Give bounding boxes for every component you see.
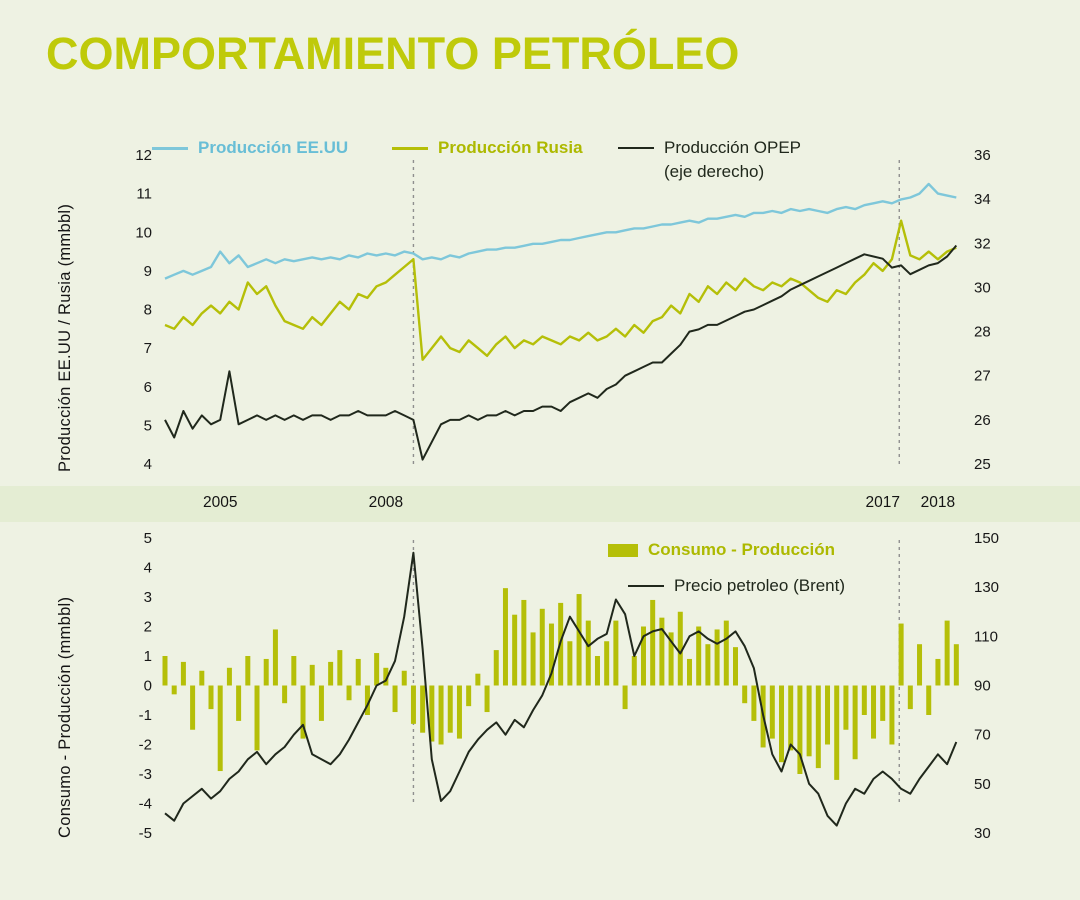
legend-label-consumo: Consumo - Producción xyxy=(648,540,835,559)
svg-text:4: 4 xyxy=(144,456,152,473)
legend-label-us: Producción EE.UU xyxy=(198,138,349,157)
svg-text:34: 34 xyxy=(974,191,991,208)
legend-item-precio-brent: Precio petroleo (Brent) xyxy=(628,576,845,596)
top-chart: 12 11 10 9 8 7 6 5 4 36 34 32 30 28 27 26 25 xyxy=(135,147,991,473)
svg-text:-5: -5 xyxy=(139,825,152,842)
svg-text:-2: -2 xyxy=(139,737,152,754)
svg-text:130: 130 xyxy=(974,579,999,596)
svg-text:36: 36 xyxy=(974,147,991,164)
svg-text:2: 2 xyxy=(144,619,152,636)
svg-text:32: 32 xyxy=(974,235,991,252)
svg-text:7: 7 xyxy=(144,340,152,357)
bottom-chart: 5 4 3 2 1 0 -1 -2 -3 -4 -5 150 130 110 90 70 50 30 xyxy=(139,530,999,842)
page-title: COMPORTAMIENTO PETRÓLEO xyxy=(46,28,740,79)
svg-text:0: 0 xyxy=(144,678,152,695)
svg-text:50: 50 xyxy=(974,776,991,793)
svg-text:27: 27 xyxy=(974,368,991,385)
legend-item-consumo-produccion: Consumo - Producción xyxy=(608,540,835,560)
svg-text:-1: -1 xyxy=(139,707,152,724)
legend-item-produccion-rusia: Producción Rusia xyxy=(392,138,583,158)
svg-text:12: 12 xyxy=(135,147,152,164)
line-swatch-opec-icon xyxy=(618,147,654,149)
svg-text:1: 1 xyxy=(144,648,152,665)
svg-text:9: 9 xyxy=(144,263,152,280)
svg-text:25: 25 xyxy=(974,456,991,473)
svg-text:150: 150 xyxy=(974,530,999,547)
bar-swatch-icon xyxy=(608,543,638,557)
svg-text:8: 8 xyxy=(144,302,152,319)
x-axis-year-label: 2008 xyxy=(368,494,404,511)
line-swatch-brent-icon xyxy=(628,585,664,587)
svg-text:6: 6 xyxy=(144,379,152,396)
svg-text:3: 3 xyxy=(144,589,152,606)
svg-text:-4: -4 xyxy=(139,796,152,813)
svg-text:11: 11 xyxy=(136,186,152,203)
line-swatch-russia-icon xyxy=(392,146,428,150)
svg-text:28: 28 xyxy=(974,324,991,341)
svg-text:-3: -3 xyxy=(139,766,152,783)
svg-text:5: 5 xyxy=(144,530,152,547)
svg-text:30: 30 xyxy=(974,279,991,296)
legend-sublabel-opec: (eje derecho) xyxy=(664,162,765,181)
x-axis-band: 2005 2008 2017 2018 xyxy=(0,486,1080,522)
svg-text:110: 110 xyxy=(974,628,998,645)
legend-item-produccion-opep: Producción OPEP xyxy=(618,138,801,158)
line-swatch-us-icon xyxy=(152,146,188,150)
legend-item-produccion-eeuu: Producción EE.UU xyxy=(152,138,348,158)
svg-text:5: 5 xyxy=(144,417,152,434)
svg-text:90: 90 xyxy=(974,678,991,695)
legend-label-russia: Producción Rusia xyxy=(438,138,583,157)
svg-text:30: 30 xyxy=(974,825,991,842)
legend-label-opec: Producción OPEP xyxy=(664,138,802,157)
x-axis-year-label: 2017 xyxy=(865,494,900,511)
x-axis-year-label: 2018 xyxy=(920,494,956,511)
svg-text:4: 4 xyxy=(144,560,152,577)
svg-text:10: 10 xyxy=(135,224,152,241)
svg-text:70: 70 xyxy=(974,727,991,744)
x-axis-year-label: 2005 xyxy=(202,494,238,511)
legend-label-brent: Precio petroleo (Brent) xyxy=(674,576,846,595)
svg-text:26: 26 xyxy=(974,412,991,429)
